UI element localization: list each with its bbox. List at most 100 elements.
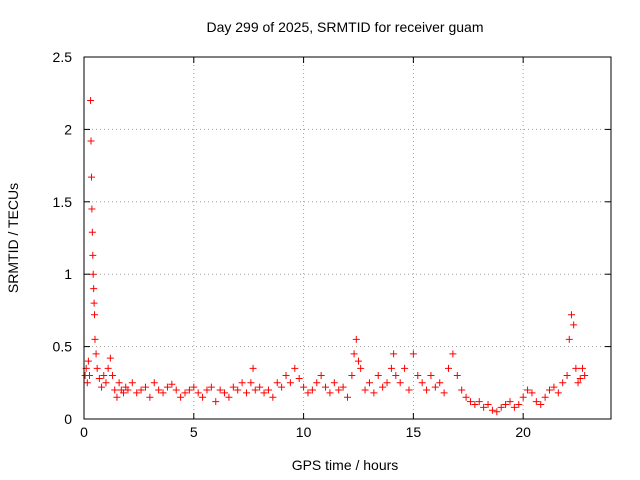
data-point	[247, 379, 255, 387]
data-point	[570, 321, 578, 329]
data-point	[488, 406, 496, 414]
data-point	[466, 398, 474, 406]
data-point	[109, 372, 117, 380]
data-point	[502, 401, 510, 409]
data-point	[387, 364, 395, 372]
data-point	[374, 372, 382, 380]
data-point	[199, 393, 207, 401]
data-point	[528, 389, 536, 397]
data-point	[146, 393, 154, 401]
data-point	[92, 350, 100, 358]
data-point	[581, 372, 589, 380]
x-axis-label: GPS time / hours	[292, 457, 399, 473]
data-point	[300, 383, 308, 391]
data-point	[574, 379, 582, 387]
data-point	[554, 389, 562, 397]
data-point	[510, 403, 518, 411]
data-point	[87, 173, 95, 181]
data-point	[113, 393, 121, 401]
data-point	[282, 372, 290, 380]
data-point	[308, 386, 316, 394]
data-point	[88, 228, 96, 236]
data-point	[128, 379, 136, 387]
x-tick-label: 15	[406, 424, 422, 440]
data-point	[106, 354, 114, 362]
data-point	[497, 403, 505, 411]
data-point	[565, 335, 573, 343]
y-tick-label: 1.5	[53, 194, 73, 210]
data-point	[519, 393, 527, 401]
data-point	[278, 383, 286, 391]
data-point	[91, 311, 99, 319]
y-tick-label: 2	[64, 121, 72, 137]
data-point	[190, 383, 198, 391]
data-point	[317, 372, 325, 380]
data-point	[90, 299, 98, 307]
data-point	[550, 383, 558, 391]
data-points	[81, 96, 589, 416]
data-point	[304, 389, 312, 397]
data-point	[361, 386, 369, 394]
chart-title: Day 299 of 2025, SRMTID for receiver gua…	[206, 19, 483, 35]
data-point	[251, 386, 259, 394]
data-point	[221, 389, 229, 397]
data-point	[462, 393, 470, 401]
data-point	[546, 386, 554, 394]
data-point	[100, 372, 108, 380]
data-point	[137, 386, 145, 394]
data-point	[414, 372, 422, 380]
data-point	[449, 350, 457, 358]
data-point	[445, 364, 453, 372]
data-point	[348, 372, 356, 380]
data-point	[89, 270, 97, 278]
data-point	[383, 379, 391, 387]
x-tick-label: 5	[190, 424, 198, 440]
data-point	[572, 364, 580, 372]
data-point	[155, 386, 163, 394]
data-point	[111, 386, 119, 394]
data-point	[83, 379, 91, 387]
data-point	[436, 379, 444, 387]
data-point	[185, 386, 193, 394]
data-point	[91, 335, 99, 343]
data-point	[159, 389, 167, 397]
data-point	[506, 398, 514, 406]
data-point	[88, 205, 96, 213]
data-point	[273, 379, 281, 387]
data-point	[98, 383, 106, 391]
data-point	[216, 386, 224, 394]
data-point	[537, 401, 545, 409]
data-point	[427, 372, 435, 380]
data-point	[567, 311, 575, 319]
data-point	[269, 393, 277, 401]
data-point	[194, 389, 202, 397]
data-point	[133, 389, 141, 397]
y-tick-label: 2.5	[53, 49, 73, 65]
data-point	[242, 389, 250, 397]
data-point	[89, 251, 97, 259]
data-point	[431, 383, 439, 391]
data-point	[423, 386, 431, 394]
data-point	[330, 379, 338, 387]
data-point	[322, 383, 330, 391]
y-tick-label: 0	[64, 411, 72, 427]
data-point	[357, 364, 365, 372]
data-point	[286, 379, 294, 387]
data-point	[87, 96, 95, 104]
data-point	[260, 389, 268, 397]
data-point	[578, 364, 586, 372]
data-point	[264, 386, 272, 394]
data-point	[115, 379, 123, 387]
data-point	[141, 383, 149, 391]
data-point	[207, 383, 215, 391]
data-point	[124, 386, 132, 394]
data-point	[229, 383, 237, 391]
data-point	[120, 389, 128, 397]
y-tick-label: 0.5	[53, 339, 73, 355]
data-point	[440, 389, 448, 397]
data-point	[313, 379, 321, 387]
grid	[84, 57, 611, 419]
data-point	[256, 383, 264, 391]
x-tick-label: 20	[515, 424, 531, 440]
data-point	[102, 379, 110, 387]
